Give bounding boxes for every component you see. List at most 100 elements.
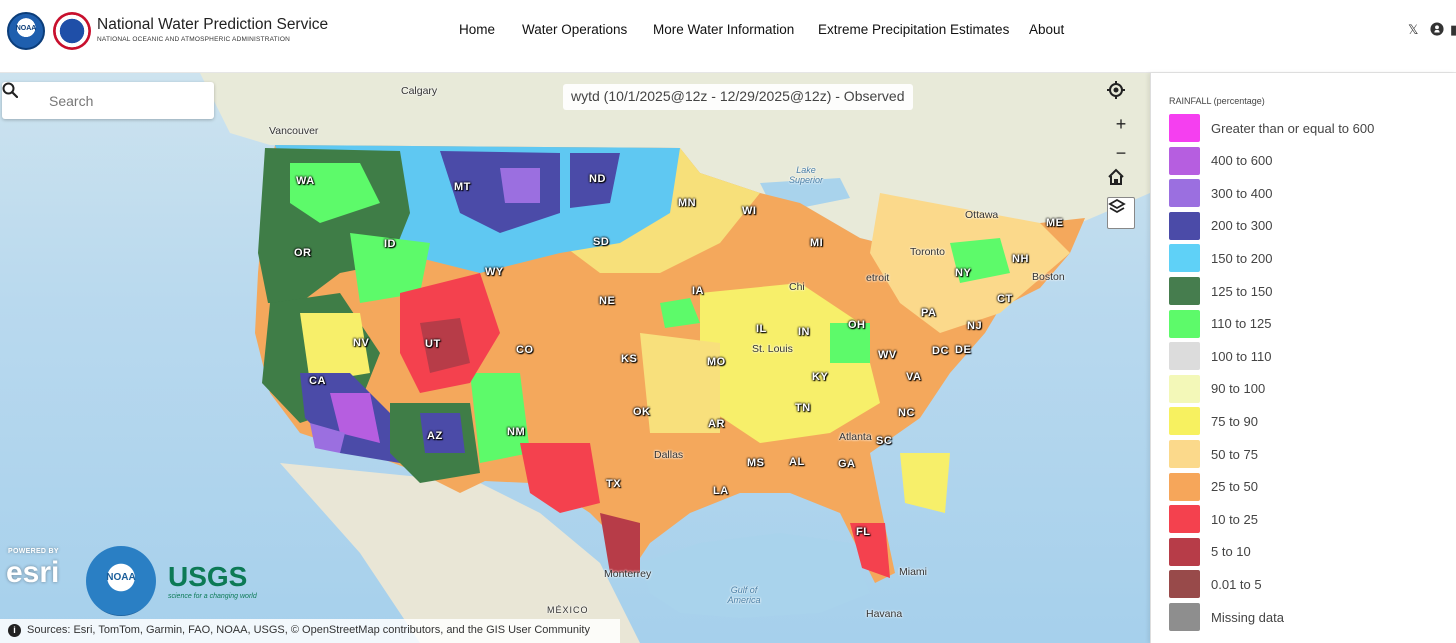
noaa-logo-text: NOAA	[15, 25, 37, 32]
youtube-icon[interactable]: ▮	[1450, 22, 1456, 37]
legend-swatch	[1169, 570, 1200, 599]
state-label: DC	[932, 345, 949, 357]
zoom-out-icon[interactable]: −	[1115, 142, 1127, 163]
state-label: NV	[353, 337, 370, 349]
water-label: Gulf of America	[727, 585, 761, 605]
state-label: KY	[812, 371, 829, 383]
state-label: IL	[756, 323, 767, 335]
state-label: UT	[425, 338, 441, 350]
precipitation-map	[200, 73, 1150, 643]
legend-label: 10 to 25	[1211, 511, 1258, 527]
legend-swatch	[1169, 407, 1200, 436]
state-label: OK	[633, 406, 651, 418]
legend-label: 25 to 50	[1211, 479, 1258, 495]
city-label: Havana	[866, 608, 903, 620]
state-label: MI	[810, 237, 824, 249]
zoom-in-icon[interactable]: +	[1115, 113, 1127, 134]
legend-swatch	[1169, 244, 1200, 273]
legend-swatch	[1169, 114, 1200, 142]
info-icon[interactable]: i	[8, 624, 21, 637]
state-label: VA	[906, 371, 922, 383]
nws-logo[interactable]	[53, 12, 91, 50]
noaa-brand-logo[interactable]: NOAA	[86, 546, 156, 616]
legend-label: 150 to 200	[1211, 250, 1273, 266]
legend-swatch	[1169, 146, 1200, 175]
search-input[interactable]: Search	[49, 93, 94, 109]
state-label: GA	[838, 458, 856, 470]
legend-swatch	[1169, 211, 1200, 240]
legend-label: 0.01 to 5	[1211, 576, 1262, 592]
map-view[interactable]: Search wytd (10/1/2025@12z - 12/29/2025@…	[0, 73, 1150, 643]
locate-icon[interactable]	[1107, 81, 1135, 109]
state-label: SC	[876, 435, 893, 447]
state-label: WI	[742, 205, 757, 217]
legend-label: Missing data	[1211, 609, 1284, 625]
search-icon	[2, 82, 18, 98]
legend-item: 0.01 to 5	[1169, 570, 1262, 599]
legend-item: 125 to 150	[1169, 277, 1272, 305]
esri-logo-text: esri	[6, 556, 60, 589]
legend-label: 50 to 75	[1211, 446, 1258, 462]
state-label: ND	[589, 173, 606, 185]
legend-item: Missing data	[1169, 603, 1284, 631]
legend-item: 90 to 100	[1169, 374, 1266, 403]
legend-item: 100 to 110	[1169, 342, 1272, 371]
legend-item: 5 to 10	[1169, 537, 1251, 566]
usgs-logo-text: USGS	[168, 561, 248, 592]
state-label: IN	[798, 326, 810, 338]
city-label: Chi	[789, 281, 805, 293]
legend-swatch	[1169, 342, 1200, 371]
state-label: MN	[678, 197, 697, 209]
state-label: OH	[848, 319, 866, 331]
legend-label: 90 to 100	[1211, 381, 1266, 397]
nav-more-water-information[interactable]: More Water Information	[653, 22, 795, 37]
state-label: TN	[795, 402, 811, 414]
state-label: MS	[747, 457, 765, 469]
legend-swatch	[1169, 603, 1200, 631]
legend-item: 400 to 600	[1169, 146, 1273, 175]
city-label: Calgary	[401, 85, 438, 97]
legend-swatch	[1169, 277, 1200, 305]
city-label: Miami	[899, 566, 927, 578]
legend-label: 300 to 400	[1211, 185, 1273, 201]
state-label: WY	[485, 266, 504, 278]
legend-label: 100 to 110	[1211, 348, 1272, 364]
state-label: ID	[384, 238, 396, 250]
legend-label: 125 to 150	[1211, 283, 1273, 299]
esri-powered-text: POWERED BY	[8, 548, 59, 555]
city-label: Ottawa	[965, 209, 999, 221]
legend-item: 75 to 90	[1169, 407, 1258, 436]
usgs-logo[interactable]: USGS science for a changing world	[168, 561, 257, 600]
search-box[interactable]: Search	[2, 82, 214, 119]
nav-extreme-precipitation-estimates[interactable]: Extreme Precipitation Estimates	[818, 22, 1010, 37]
noaa-logo[interactable]: NOAA	[7, 12, 45, 50]
home-icon[interactable]	[1107, 168, 1135, 196]
esri-logo[interactable]: POWERED BY esri	[6, 548, 60, 590]
site-title[interactable]: National Water Prediction Service	[97, 16, 329, 33]
legend-swatch	[1169, 505, 1200, 534]
legend-swatch	[1169, 309, 1200, 338]
city-label: Dallas	[654, 449, 684, 461]
country-label: MÉXICO	[547, 605, 589, 615]
legend-label: 110 to 125	[1211, 316, 1272, 332]
city-label: Vancouver	[269, 125, 319, 137]
legend-label: 200 to 300	[1211, 218, 1273, 234]
github-icon[interactable]	[1430, 22, 1444, 39]
state-label: AZ	[427, 430, 443, 442]
state-label: ME	[1046, 217, 1064, 229]
state-label: NJ	[967, 320, 983, 332]
city-label: Atlanta	[839, 431, 872, 443]
state-label: LA	[713, 485, 729, 497]
nav-home[interactable]: Home	[459, 22, 496, 37]
legend-swatch	[1169, 179, 1200, 208]
nav-water-operations[interactable]: Water Operations	[522, 22, 628, 37]
legend-label: 400 to 600	[1211, 153, 1273, 169]
x-icon[interactable]: 𝕏	[1408, 22, 1419, 37]
state-label: FL	[856, 526, 871, 538]
map-attribution: i Sources: Esri, TomTom, Garmin, FAO, NOA…	[0, 619, 620, 643]
legend-item: 50 to 75	[1169, 440, 1258, 468]
legend-item: 25 to 50	[1169, 472, 1258, 501]
layers-icon[interactable]	[1107, 197, 1135, 229]
state-label: KS	[621, 353, 638, 365]
nav-about[interactable]: About	[1029, 22, 1065, 37]
